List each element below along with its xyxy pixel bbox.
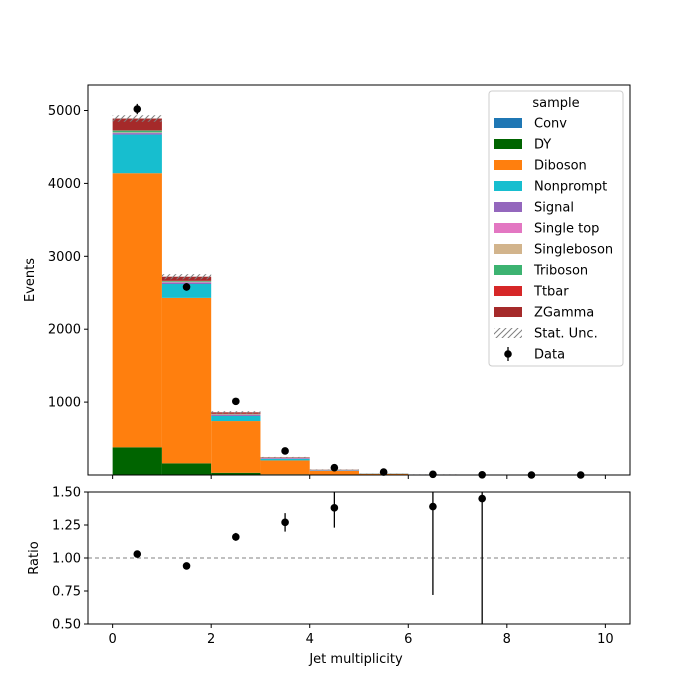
legend-label-data: Data [534,348,565,363]
data-point-0 [133,105,142,113]
x-tick-label: 8 [503,632,511,647]
bar-nonprompt-bin-2 [211,415,261,422]
x-tick-label: 0 [108,632,116,647]
main-y-tick-label: 1000 [48,396,81,411]
data-point-3 [281,447,289,455]
ratio-point-5 [429,502,437,511]
legend-label-stat-unc: Stat. Unc. [534,327,598,342]
legend-label-dy: DY [534,138,551,153]
legend: sample Conv DY Diboson Nonprompt Signal Singl… [488,90,624,367]
stat-unc-bin-0 [112,115,162,122]
x-axis-label: Jet multiplicity [308,652,403,667]
legend-label-single-top: Single top [534,222,599,237]
bar-diboson-bin-3 [260,460,310,475]
ratio-point-6 [478,494,486,503]
legend-label-conv: Conv [534,117,567,132]
main-y-axis-label: Events [23,258,38,302]
legend-label-nonprompt: Nonprompt [534,180,607,195]
legend-label-triboson: Triboson [533,264,588,279]
ratio-point-2 [232,533,240,541]
stat-unc-bin-2 [211,411,261,414]
ratio-point-1 [182,562,191,570]
ratio-y-ticks: 0.50 0.75 1.00 1.25 1.50 [52,486,88,633]
legend-label-zgamma: ZGamma [534,306,594,321]
data-point-6 [429,470,437,479]
legend-swatch-diboson [494,160,522,170]
ratio-y-axis-label: Ratio [27,541,42,574]
bar-diboson-bin-0 [112,173,162,448]
bar-signal-bin-3 [260,458,310,459]
x-tick-label: 4 [306,632,314,647]
ratio-y-tick-label: 1.50 [52,486,81,501]
ratio-point-4 [330,504,339,512]
data-points [133,103,585,479]
main-y-tick-label: 3000 [48,250,81,265]
legend-swatch-dy [494,139,522,149]
bar-dy-bin-1 [161,463,212,475]
bar-triboson-bin-1 [161,281,212,282]
ratio-y-tick-label: 0.50 [52,618,81,633]
x-tick-label: 10 [597,632,614,647]
ratio-point-0 [133,550,142,558]
legend-label-singleboson: Singleboson [534,243,613,258]
x-tick-label: 6 [404,632,412,647]
legend-title: sample [532,96,579,111]
main-y-ticks: 1000 2000 3000 4000 5000 [48,104,88,411]
legend-label-ttbar: Ttbar [533,285,569,300]
legend-box [488,90,624,367]
legend-swatch-triboson [494,265,522,275]
main-y-tick-label: 5000 [48,104,81,119]
legend-swatch-nonprompt [494,181,522,191]
legend-swatch-stat-unc [494,328,522,338]
legend-swatch-conv [494,118,522,128]
legend-swatch-ttbar [494,286,522,296]
main-plot-panel: 1000 2000 3000 4000 5000 Events [23,84,631,479]
ratio-plot-panel: 0.50 0.75 1.00 1.25 1.50 0 2 4 6 8 10 Ratio Jet m… [27,486,631,667]
legend-swatch-single-top [494,223,522,233]
bar-signal-bin-0 [112,133,162,135]
data-point-2 [232,397,240,406]
legend-swatch-signal [494,202,522,212]
legend-swatch-data [504,350,512,358]
stat-unc-bin-3 [260,456,310,458]
ratio-y-tick-label: 1.00 [52,552,81,567]
ratio-y-tick-label: 0.75 [52,585,81,600]
ratio-y-tick-label: 1.25 [52,519,81,534]
legend-swatch-zgamma [494,307,522,317]
data-point-5 [379,468,388,476]
bar-nonprompt-bin-1 [161,284,212,298]
bar-nonprompt-bin-0 [112,134,162,174]
ratio-point-3 [281,518,289,527]
data-point-1 [182,283,191,291]
bar-dy-bin-2 [211,472,261,475]
main-y-tick-label: 4000 [48,177,81,192]
legend-label-signal: Signal [534,201,574,216]
ratio-x-ticks: 0 2 4 6 8 10 [108,624,614,647]
main-plot-frame [87,84,631,476]
bar-dy-bin-0 [112,447,162,475]
stacked-bars [112,118,507,475]
main-y-tick-label: 2000 [48,323,81,338]
legend-items: Conv DY Diboson Nonprompt Signal Single top Si… [494,117,613,363]
bar-diboson-bin-2 [211,421,261,473]
bar-diboson-bin-1 [161,297,212,464]
bar-signal-bin-2 [211,414,261,416]
legend-label-diboson: Diboson [534,159,587,174]
bar-zgamma-bin-0 [112,118,162,131]
main-x-ticks [112,475,606,479]
bar-triboson-bin-0 [112,130,162,133]
ratio-points [133,492,486,624]
x-tick-label: 2 [207,632,215,647]
legend-swatch-singleboson [494,244,522,254]
bar-nonprompt-bin-3 [260,458,310,461]
stat-unc-bin-1 [161,274,212,280]
data-point-4 [330,463,339,472]
bar-diboson-bin-4 [309,470,359,475]
